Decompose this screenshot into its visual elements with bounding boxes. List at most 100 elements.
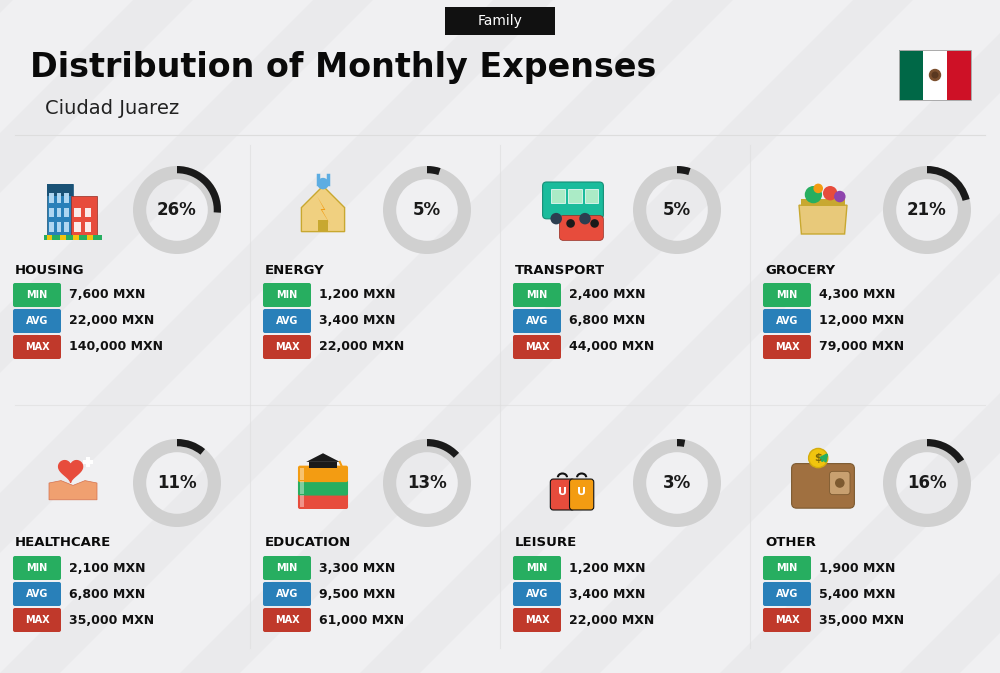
Text: MAX: MAX (775, 615, 799, 625)
Text: MAX: MAX (275, 342, 299, 352)
Wedge shape (927, 439, 964, 463)
Polygon shape (306, 453, 340, 462)
FancyBboxPatch shape (792, 464, 854, 508)
Text: 1,200 MXN: 1,200 MXN (319, 289, 396, 302)
Text: 35,000 MXN: 35,000 MXN (69, 614, 154, 627)
Text: AVG: AVG (526, 589, 548, 599)
Polygon shape (0, 0, 13, 673)
FancyBboxPatch shape (263, 582, 311, 606)
Text: U: U (577, 487, 586, 497)
Polygon shape (180, 0, 913, 673)
Bar (923, 50, 947, 100)
Circle shape (317, 178, 329, 189)
Bar (85, 207, 91, 217)
Text: 16%: 16% (907, 474, 947, 492)
Text: AVG: AVG (26, 316, 48, 326)
Text: 3%: 3% (663, 474, 691, 492)
FancyBboxPatch shape (559, 215, 603, 240)
Text: MIN: MIN (776, 290, 798, 300)
Text: AVG: AVG (26, 589, 48, 599)
Wedge shape (177, 439, 205, 455)
Text: 21%: 21% (907, 201, 947, 219)
Bar (47, 184, 73, 236)
Text: 6,800 MXN: 6,800 MXN (69, 588, 145, 600)
Bar (47, 184, 73, 196)
Wedge shape (677, 166, 691, 175)
FancyBboxPatch shape (513, 582, 561, 606)
Circle shape (834, 191, 846, 203)
Wedge shape (633, 439, 721, 527)
FancyBboxPatch shape (543, 182, 603, 219)
Wedge shape (883, 439, 971, 527)
Circle shape (809, 448, 828, 468)
Polygon shape (799, 205, 847, 234)
Bar (801, 199, 845, 206)
Text: 140,000 MXN: 140,000 MXN (69, 341, 163, 353)
Wedge shape (427, 166, 441, 175)
Text: 26%: 26% (157, 201, 197, 219)
Circle shape (813, 184, 823, 193)
Text: 5,400 MXN: 5,400 MXN (819, 588, 896, 600)
Text: MAX: MAX (25, 342, 49, 352)
Circle shape (932, 72, 938, 78)
Wedge shape (427, 439, 459, 458)
Polygon shape (0, 0, 553, 673)
FancyBboxPatch shape (763, 556, 811, 580)
Text: AVG: AVG (276, 589, 298, 599)
Bar (568, 189, 582, 203)
Wedge shape (677, 439, 685, 447)
Bar (60, 235, 66, 240)
Text: MIN: MIN (776, 563, 798, 573)
Text: MIN: MIN (26, 563, 48, 573)
Wedge shape (633, 166, 721, 254)
Bar (74, 222, 81, 232)
Text: 2,100 MXN: 2,100 MXN (69, 561, 146, 575)
FancyBboxPatch shape (13, 283, 61, 307)
Text: 79,000 MXN: 79,000 MXN (819, 341, 904, 353)
FancyBboxPatch shape (263, 283, 311, 307)
Bar (57, 222, 61, 232)
Text: 11%: 11% (157, 474, 197, 492)
FancyBboxPatch shape (13, 608, 61, 632)
Text: U: U (558, 487, 567, 497)
Bar (300, 495, 304, 507)
FancyBboxPatch shape (513, 283, 561, 307)
Text: 3,400 MXN: 3,400 MXN (569, 588, 645, 600)
Bar (64, 193, 69, 203)
Wedge shape (133, 166, 221, 254)
Circle shape (805, 186, 822, 203)
Text: 12,000 MXN: 12,000 MXN (819, 314, 904, 328)
Text: HOUSING: HOUSING (15, 264, 85, 277)
Polygon shape (720, 0, 1000, 673)
Bar (86, 456, 90, 467)
Text: MAX: MAX (275, 615, 299, 625)
Bar (57, 207, 61, 217)
Bar (49, 193, 54, 203)
FancyBboxPatch shape (263, 309, 311, 333)
Circle shape (340, 468, 346, 474)
Text: MAX: MAX (775, 342, 799, 352)
FancyBboxPatch shape (763, 608, 811, 632)
Bar (49, 207, 54, 217)
Bar (551, 189, 565, 203)
Bar (49, 222, 54, 232)
Text: AVG: AVG (276, 316, 298, 326)
FancyBboxPatch shape (513, 608, 561, 632)
FancyBboxPatch shape (763, 309, 811, 333)
Bar (309, 462, 337, 468)
Bar (57, 193, 61, 203)
Wedge shape (133, 439, 221, 527)
Polygon shape (0, 0, 373, 673)
FancyBboxPatch shape (550, 479, 575, 510)
FancyBboxPatch shape (570, 479, 594, 510)
FancyBboxPatch shape (513, 335, 561, 359)
FancyBboxPatch shape (13, 335, 61, 359)
Text: 1,900 MXN: 1,900 MXN (819, 561, 895, 575)
Circle shape (550, 213, 562, 224)
Text: MAX: MAX (525, 615, 549, 625)
Polygon shape (301, 186, 345, 232)
Circle shape (590, 219, 599, 227)
Wedge shape (383, 439, 471, 527)
Text: AVG: AVG (776, 316, 798, 326)
FancyBboxPatch shape (13, 309, 61, 333)
